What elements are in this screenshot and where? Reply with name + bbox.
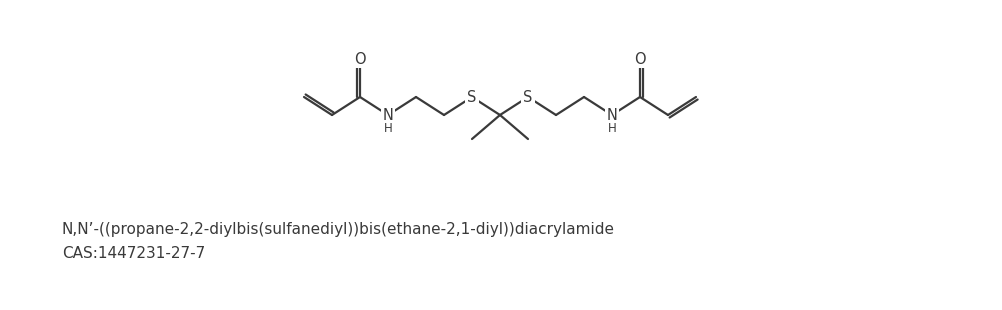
Text: CAS:1447231-27-7: CAS:1447231-27-7 xyxy=(62,246,205,261)
Text: O: O xyxy=(633,51,645,67)
Text: N: N xyxy=(382,108,393,122)
Text: S: S xyxy=(523,90,532,104)
Text: O: O xyxy=(354,51,366,67)
Text: H: H xyxy=(607,122,616,135)
Text: N: N xyxy=(606,108,617,122)
Text: H: H xyxy=(383,122,392,135)
Text: S: S xyxy=(467,90,476,104)
Text: S: S xyxy=(523,90,532,104)
Text: N,N’-((propane-2,2-diylbis(sulfanediyl))bis(ethane-2,1-diyl))diacrylamide: N,N’-((propane-2,2-diylbis(sulfanediyl))… xyxy=(62,222,614,237)
